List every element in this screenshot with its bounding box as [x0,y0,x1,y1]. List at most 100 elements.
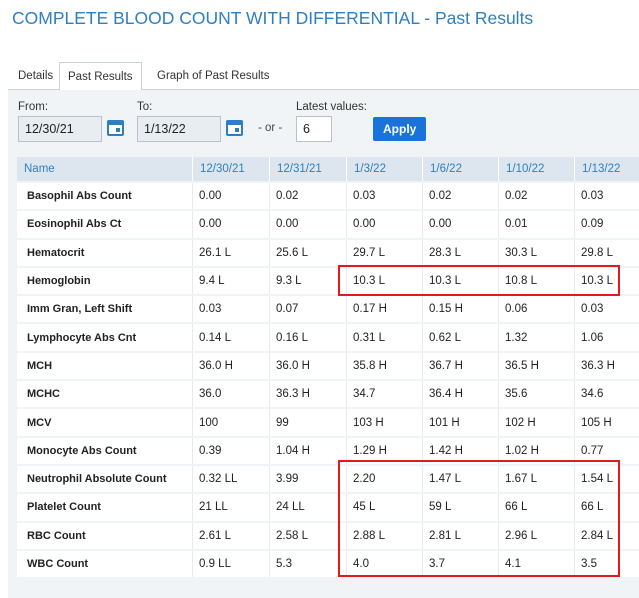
test-name-cell[interactable]: Imm Gran, Left Shift [17,296,192,323]
table-row: Hematocrit 26.1 L 25.6 L 29.7 L 28.3 L 30.3 L… [17,239,639,266]
result-cell: 2.81 L [422,522,498,549]
result-cell: 2.96 L [498,522,574,549]
test-name-cell[interactable]: Basophil Abs Count [17,183,192,210]
result-cell: 2.88 L [346,522,422,549]
result-cell: 2.84 L [574,522,639,549]
column-header-date[interactable]: 12/31/21 [269,157,346,181]
result-cell: 9.4 L [192,267,269,295]
from-label: From: [18,101,49,113]
result-cell: 0.00 [192,183,269,210]
latest-values-field[interactable] [296,116,332,142]
table-row: Monocyte Abs Count 0.39 1.04 H 1.29 H 1.42 H… [17,437,639,464]
result-cell: 5.3 [269,550,346,578]
test-name-cell[interactable]: Hematocrit [17,239,192,266]
table-row: Basophil Abs Count 0.00 0.02 0.03 0.02 0.02 0.… [17,183,639,210]
result-cell: 36.3 H [269,381,346,408]
result-cell: 0.15 H [422,296,498,323]
table-body: Basophil Abs Count 0.00 0.02 0.03 0.02 0.02 0.… [17,183,639,578]
result-cell: 1.42 H [422,437,498,464]
test-name-cell[interactable]: Monocyte Abs Count [17,437,192,464]
result-cell: 0.03 [574,296,639,323]
test-name-cell[interactable]: RBC Count [17,522,192,549]
result-cell: 0.17 H [346,296,422,323]
from-date-field[interactable] [18,116,102,142]
result-cell: 10.8 L [498,267,574,295]
table-row: MCH 36.0 H 36.0 H 35.8 H 36.7 H 36.5 H 36.3 H [17,352,639,380]
column-header-date[interactable]: 1/6/22 [422,157,498,181]
table-row: MCV 100 99 103 H 101 H 102 H 105 H [17,409,639,436]
column-header-name[interactable]: Name [17,157,192,181]
result-cell: 0.00 [346,211,422,238]
result-cell: 103 H [346,409,422,436]
page-title: COMPLETE BLOOD COUNT WITH DIFFERENTIAL -… [12,8,534,28]
to-calendar-icon[interactable] [226,120,243,136]
test-name-cell[interactable]: MCHC [17,381,192,408]
result-cell: 34.6 [574,381,639,408]
result-cell: 0.39 [192,437,269,464]
result-cell: 0.00 [269,211,346,238]
tab-details[interactable]: Details [18,70,54,82]
table-row: MCHC 36.0 36.3 H 34.7 36.4 H 35.6 34.6 [17,381,639,408]
column-header-date[interactable]: 1/3/22 [346,157,422,181]
table-row: Imm Gran, Left Shift 0.03 0.07 0.17 H 0.15 H… [17,296,639,323]
result-cell: 0.07 [269,296,346,323]
tab-past-results[interactable]: Past Results [59,62,142,91]
result-cell: 0.62 L [422,324,498,351]
result-cell: 1.32 [498,324,574,351]
column-header-date[interactable]: 1/10/22 [498,157,574,181]
result-cell: 10.3 L [346,267,422,295]
table-row: Eosinophil Abs Ct 0.00 0.00 0.00 0.00 0.01 0.0… [17,211,639,238]
test-name-cell[interactable]: Neutrophil Absolute Count [17,465,192,493]
result-cell: 0.09 [574,211,639,238]
table-row: Platelet Count 21 LL 24 LL 45 L 59 L 66 L 66 L [17,494,639,521]
table-row: Neutrophil Absolute Count 0.32 LL 3.99 2.20… [17,465,639,493]
result-cell: 35.8 H [346,352,422,380]
result-cell: 36.0 H [269,352,346,380]
result-cell: 2.61 L [192,522,269,549]
result-cell: 10.3 L [422,267,498,295]
column-header-date[interactable]: 1/13/22 [574,157,639,181]
result-cell: 28.3 L [422,239,498,266]
result-cell: 0.02 [498,183,574,210]
from-calendar-icon[interactable] [107,120,124,136]
result-cell: 45 L [346,494,422,521]
apply-button[interactable]: Apply [373,117,427,141]
result-cell: 0.00 [422,211,498,238]
test-name-cell[interactable]: Eosinophil Abs Ct [17,211,192,238]
test-name-cell[interactable]: WBC Count [17,550,192,578]
test-name-cell[interactable]: MCV [17,409,192,436]
result-cell: 2.20 [346,465,422,493]
result-cell: 2.58 L [269,522,346,549]
test-name-cell[interactable]: Platelet Count [17,494,192,521]
result-cell: 0.77 [574,437,639,464]
result-cell: 4.0 [346,550,422,578]
result-cell: 3.99 [269,465,346,493]
result-cell: 0.03 [346,183,422,210]
result-cell: 3.7 [422,550,498,578]
result-cell: 4.1 [498,550,574,578]
result-cell: 0.06 [498,296,574,323]
result-cell: 1.67 L [498,465,574,493]
result-cell: 0.31 L [346,324,422,351]
result-cell: 105 H [574,409,639,436]
result-cell: 0.9 LL [192,550,269,578]
result-cell: 0.03 [192,296,269,323]
result-cell: 21 LL [192,494,269,521]
result-cell: 36.0 H [192,352,269,380]
result-cell: 36.7 H [422,352,498,380]
result-cell: 100 [192,409,269,436]
result-cell: 59 L [422,494,498,521]
to-date-field[interactable] [137,116,221,142]
result-cell: 1.47 L [422,465,498,493]
tab-graph-of-past-results[interactable]: Graph of Past Results [157,70,270,82]
result-cell: 36.5 H [498,352,574,380]
test-name-cell[interactable]: MCH [17,352,192,380]
test-name-cell[interactable]: Hemoglobin [17,267,192,295]
result-cell: 26.1 L [192,239,269,266]
test-name-cell[interactable]: Lymphocyte Abs Cnt [17,324,192,351]
column-header-date[interactable]: 12/30/21 [192,157,269,181]
result-cell: 10.3 L [574,267,639,295]
result-cell: 0.03 [574,183,639,210]
or-label: - or - [258,122,283,134]
